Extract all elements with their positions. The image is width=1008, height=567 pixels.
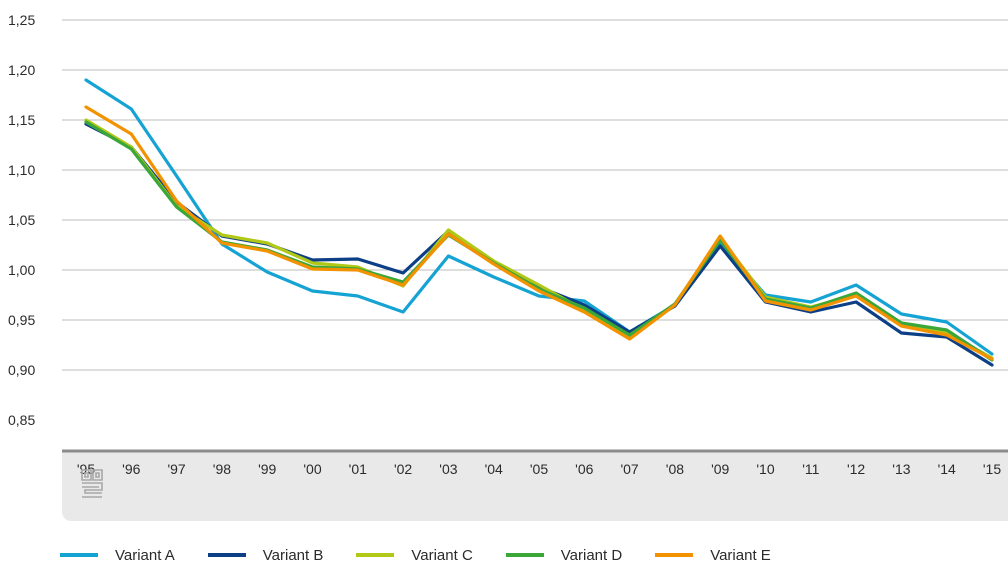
data-series xyxy=(84,78,994,367)
legend-item: Variant D xyxy=(505,545,623,565)
x-tick-label: '14 xyxy=(938,461,956,477)
legend-label: Variant A xyxy=(115,546,175,564)
x-tick-label: '12 xyxy=(847,461,865,477)
x-tick-label: '07 xyxy=(620,461,638,477)
y-tick-label: 1,10 xyxy=(8,162,35,178)
y-tick-label: 1,25 xyxy=(8,12,35,28)
legend-swatch xyxy=(505,553,544,557)
legend-label: Variant E xyxy=(710,546,771,564)
x-tick-label: '10 xyxy=(756,461,774,477)
cbs-logo-icon xyxy=(81,469,103,498)
y-tick-label: 1,05 xyxy=(8,212,35,228)
legend-swatch xyxy=(356,553,395,557)
x-tick-label: '09 xyxy=(711,461,729,477)
x-tick-label: '02 xyxy=(394,461,412,477)
x-tick-label: '97 xyxy=(167,461,185,477)
legend-item: Variant E xyxy=(655,545,771,565)
legend-swatch xyxy=(60,553,98,557)
y-axis-tick-labels: 0,85 0,90 0,95 1,00 1,05 1,10 1,15 1,20 1,25 xyxy=(8,12,35,428)
x-tick-label: '13 xyxy=(892,461,910,477)
x-axis-panel xyxy=(62,451,1008,521)
y-tick-label: 1,15 xyxy=(8,112,35,128)
y-tick-label: 1,00 xyxy=(8,262,35,278)
x-tick-label: '00 xyxy=(303,461,321,477)
x-tick-label: '99 xyxy=(258,461,276,477)
legend-label: Variant C xyxy=(411,546,473,564)
x-tick-label: '98 xyxy=(213,461,231,477)
x-tick-label: '04 xyxy=(485,461,503,477)
x-tick-label: '03 xyxy=(439,461,457,477)
x-tick-label: '05 xyxy=(530,461,548,477)
y-tick-label: 0,85 xyxy=(8,412,35,428)
legend-swatch xyxy=(207,553,246,557)
series-line-variant-c xyxy=(84,118,994,360)
y-tick-label: 0,95 xyxy=(8,312,35,328)
y-tick-label: 0,90 xyxy=(8,362,35,378)
x-tick-label: '01 xyxy=(349,461,367,477)
y-tick-label: 1,20 xyxy=(8,62,35,78)
legend-swatch xyxy=(655,553,694,557)
series-line-variant-a xyxy=(84,78,994,356)
gridlines xyxy=(62,19,1008,371)
legend-item: Variant B xyxy=(207,545,324,565)
x-tick-label: '06 xyxy=(575,461,593,477)
legend-label: Variant B xyxy=(262,546,324,564)
x-axis-tick-labels: '95'96'97'98'99'00'01'02'03'04'05'06'07 '… xyxy=(77,461,1001,477)
legend-item: Variant C xyxy=(356,545,473,565)
x-tick-label: '11 xyxy=(802,461,819,477)
x-tick-label: '08 xyxy=(666,461,684,477)
legend-item: Variant A xyxy=(60,545,175,565)
x-tick-label: '96 xyxy=(122,461,140,477)
legend: Variant A Variant B Variant C Variant D Vari… xyxy=(60,545,804,565)
x-tick-label: '15 xyxy=(983,461,1001,477)
legend-label: Variant D xyxy=(560,546,623,564)
series-line-variant-e xyxy=(84,105,994,361)
